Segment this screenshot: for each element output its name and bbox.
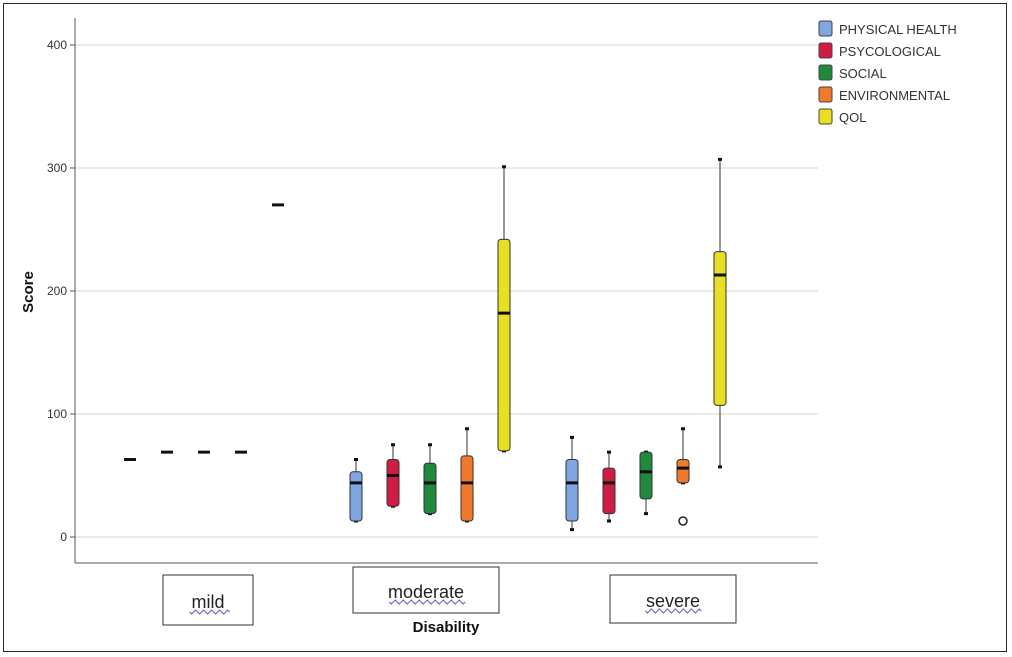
iqr-box <box>565 459 579 522</box>
y-tick-label: 300 <box>47 161 67 175</box>
category-box <box>352 566 500 614</box>
iqr-box <box>349 471 363 522</box>
iqr-box <box>460 455 474 522</box>
spellcheck-underline <box>189 609 230 615</box>
spellcheck-underline <box>388 599 466 605</box>
box-qol-moderate <box>497 165 511 453</box>
box-environmental-moderate <box>460 427 474 523</box>
iqr-box <box>676 459 690 484</box>
y-tick-labels: 0 100 200 300 400 <box>47 38 67 544</box>
legend-swatch <box>818 64 833 81</box>
iqr-box <box>423 462 437 515</box>
y-tick-label: 100 <box>47 407 67 421</box>
legend: PHYSICAL HEALTH PSYCOLOGICAL SOCIAL ENVIRON… <box>818 20 957 125</box>
legend-swatch <box>818 42 833 59</box>
iqr-box <box>639 451 653 500</box>
legend-swatch <box>818 20 833 37</box>
box-physical-health-moderate <box>349 458 363 523</box>
spellcheck-underline <box>645 608 702 614</box>
legend-swatch <box>818 86 833 103</box>
iqr-box <box>386 459 400 507</box>
iqr-box <box>497 238 511 452</box>
y-tick-label: 0 <box>60 530 67 544</box>
category-box <box>609 574 737 624</box>
box-psycological-moderate <box>386 443 400 508</box>
category-labels: mild moderate severe <box>162 566 737 626</box>
category-label: mild <box>191 592 224 612</box>
legend-label: PSYCOLOGICAL <box>839 44 941 59</box>
legend-label: SOCIAL <box>839 66 887 81</box>
iqr-box <box>713 251 727 406</box>
gridlines <box>70 44 818 538</box>
y-axis-title: Score <box>20 271 37 313</box>
category-label: severe <box>646 591 700 611</box>
x-axis-title: Disability <box>413 619 480 636</box>
box-psycological-severe <box>602 450 616 523</box>
box-social-severe <box>639 450 653 516</box>
outlier-point <box>678 516 688 526</box>
legend-swatch <box>818 108 833 125</box>
legend-label: QOL <box>839 110 866 125</box>
box-qol-severe <box>713 157 727 469</box>
category-box <box>162 574 254 626</box>
y-tick-label: 200 <box>47 284 67 298</box>
iqr-box <box>602 467 616 515</box>
legend-label: PHYSICAL HEALTH <box>839 22 957 37</box>
y-tick-label: 400 <box>47 38 67 52</box>
figure-frame <box>3 3 1007 652</box>
category-label: moderate <box>388 582 464 602</box>
box-plots <box>124 157 727 532</box>
box-physical-health-severe <box>565 435 579 532</box>
legend-label: ENVIRONMENTAL <box>839 88 950 103</box>
box-environmental-severe <box>676 427 690 526</box>
box-social-moderate <box>423 443 437 516</box>
